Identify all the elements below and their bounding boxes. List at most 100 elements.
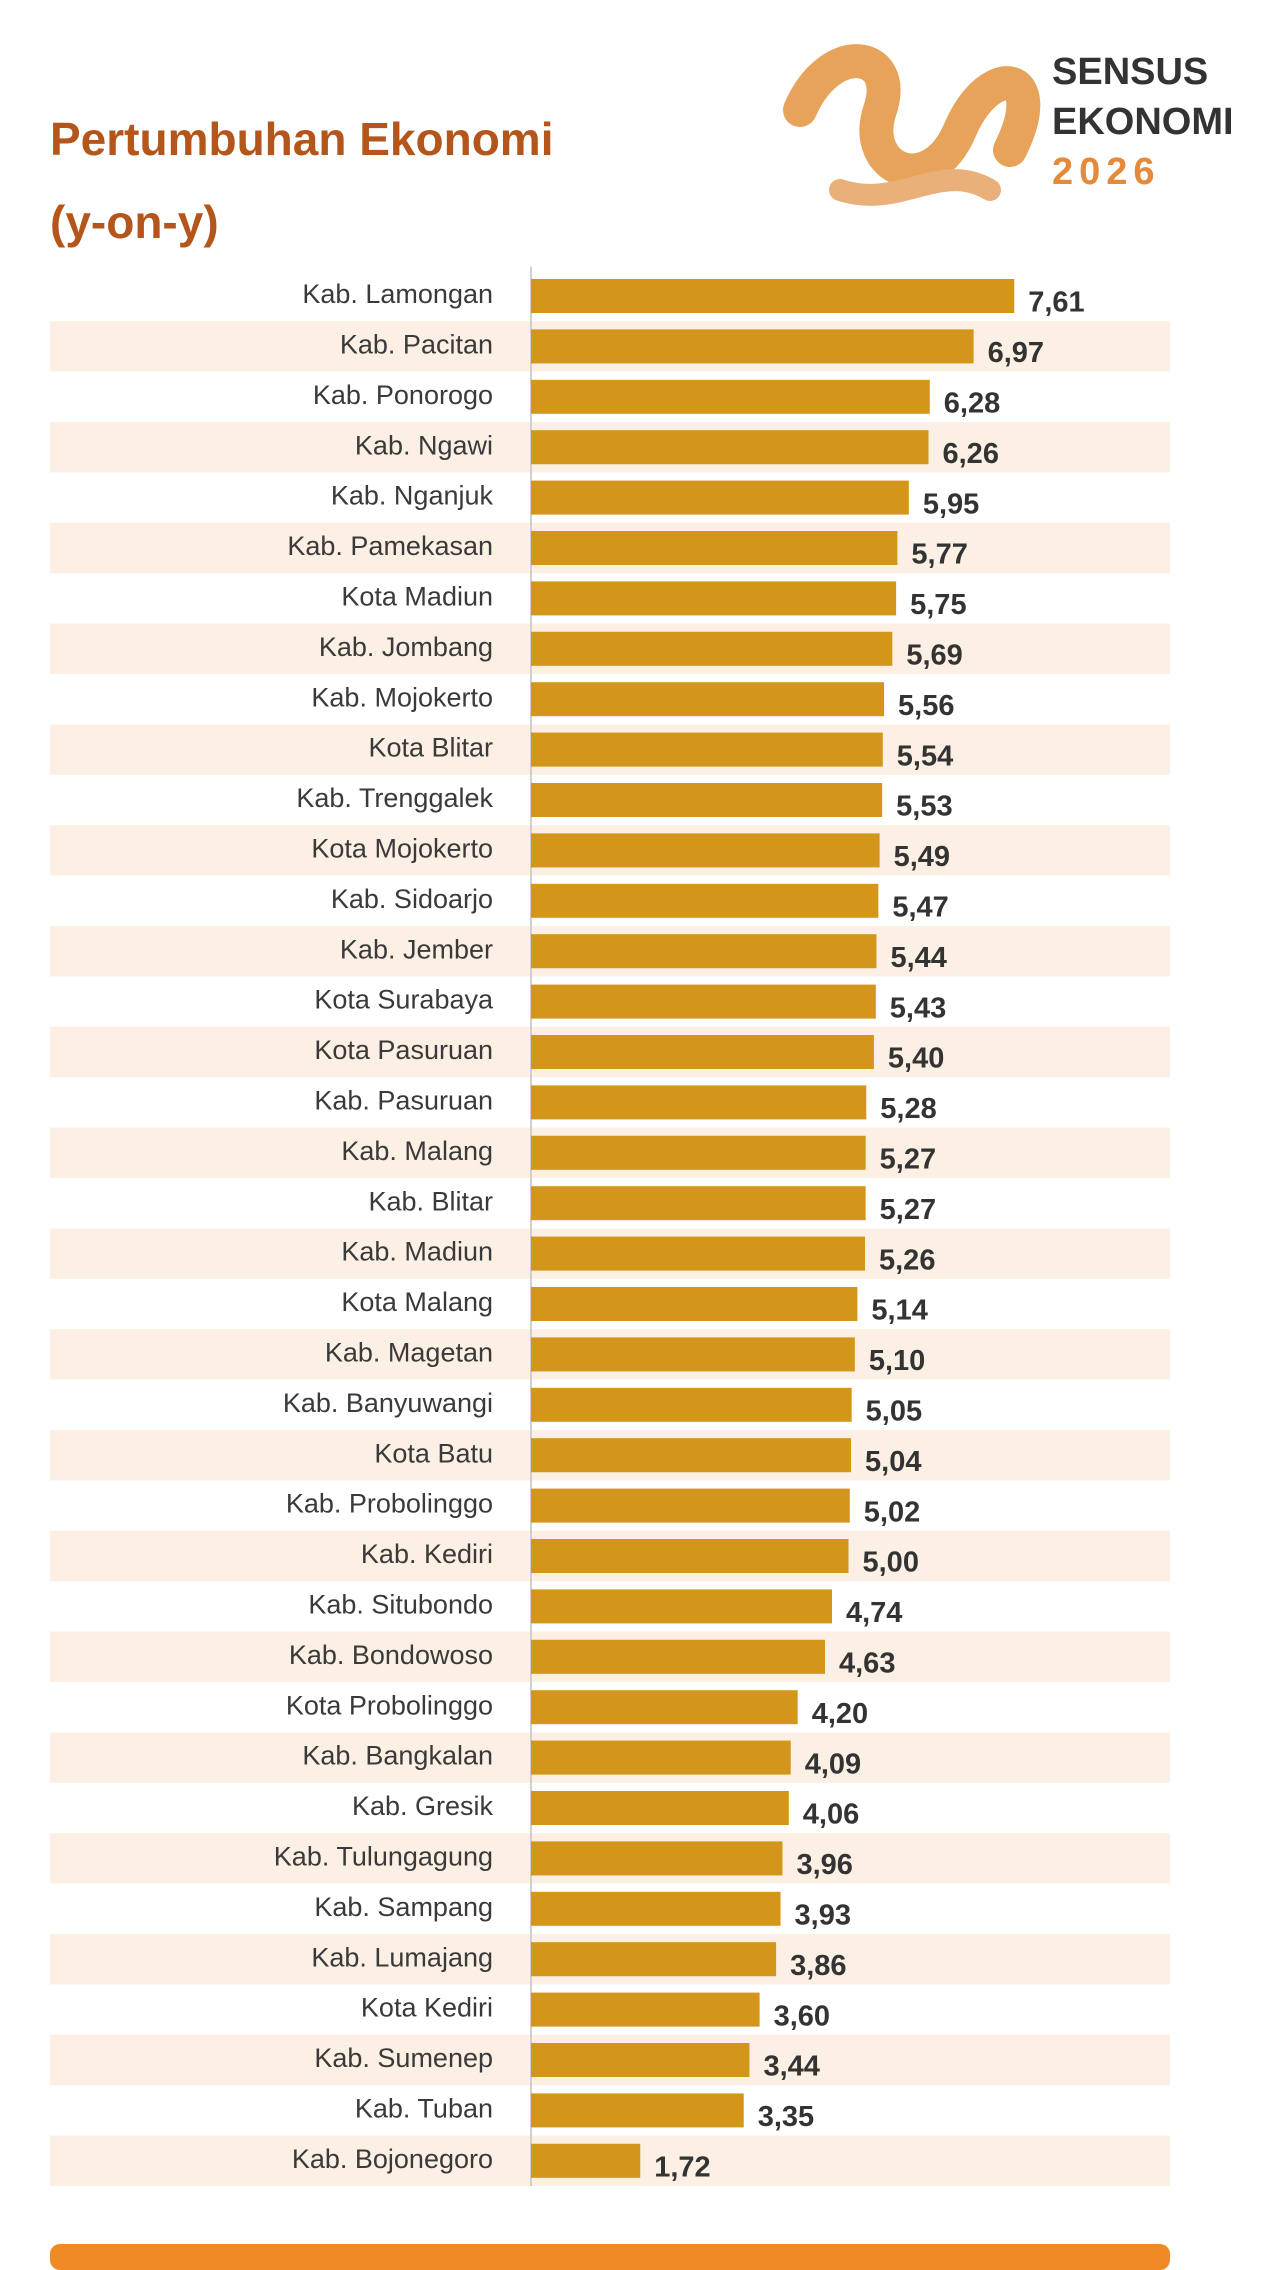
category-label: Kab. Tulungagung bbox=[274, 1842, 493, 1872]
category-label: Kota Surabaya bbox=[314, 985, 494, 1015]
category-label: Kab. Pasuruan bbox=[314, 1086, 493, 1116]
category-label: Kab. Banyuwangi bbox=[283, 1388, 493, 1418]
bar bbox=[531, 1387, 852, 1422]
category-label: Kab. Jember bbox=[340, 934, 493, 964]
value-label: 3,35 bbox=[758, 2101, 814, 2133]
value-label: 5,00 bbox=[863, 1547, 919, 1579]
category-label: Kab. Gresik bbox=[352, 1791, 494, 1821]
value-label: 3,44 bbox=[763, 2051, 819, 2083]
category-label: Kota Pasuruan bbox=[314, 1035, 493, 1065]
category-label: Kab. Jombang bbox=[319, 632, 493, 662]
category-label: Kab. Blitar bbox=[368, 1186, 493, 1216]
bar bbox=[531, 1135, 866, 1170]
bar bbox=[531, 1690, 798, 1725]
bar bbox=[531, 1791, 789, 1825]
bar bbox=[531, 2093, 744, 2128]
bar bbox=[531, 1236, 866, 1271]
value-label: 5,44 bbox=[890, 942, 946, 974]
footer-band bbox=[50, 2244, 1170, 2270]
value-label: 5,27 bbox=[880, 1143, 936, 1175]
category-label: Kab. Sidoarjo bbox=[331, 884, 493, 914]
logo-mark bbox=[783, 44, 1041, 188]
value-label: 7,61 bbox=[1028, 287, 1084, 319]
bar bbox=[531, 1035, 874, 1069]
value-label: 4,20 bbox=[812, 1698, 868, 1730]
bar bbox=[531, 1589, 832, 1624]
category-label: Kota Madiun bbox=[341, 582, 493, 612]
category-label: Kab. Pacitan bbox=[340, 330, 493, 360]
bar bbox=[531, 1740, 791, 1775]
category-label: Kab. Sampang bbox=[314, 1892, 493, 1922]
category-label: Kota Kediri bbox=[361, 1993, 493, 2023]
category-label: Kab. Bangkalan bbox=[302, 1741, 493, 1771]
bar bbox=[531, 1992, 760, 2027]
category-label: Kota Mojokerto bbox=[311, 834, 493, 864]
bar bbox=[531, 732, 883, 767]
value-label: 5,10 bbox=[869, 1345, 925, 1377]
value-label: 5,43 bbox=[890, 992, 946, 1024]
bar bbox=[531, 833, 880, 868]
value-label: 6,97 bbox=[988, 337, 1044, 369]
category-label: Kab. Situbondo bbox=[308, 1590, 493, 1620]
category-label: Kab. Madiun bbox=[341, 1237, 493, 1267]
logo-text: SENSUS bbox=[1052, 51, 1208, 93]
value-label: 5,56 bbox=[898, 690, 954, 722]
chart-title: Pertumbuhan Ekonomi bbox=[50, 113, 553, 165]
value-label: 3,93 bbox=[795, 1899, 851, 1931]
logo: SENSUS EKONOMI 2026 bbox=[783, 44, 1234, 206]
bar bbox=[531, 1841, 783, 1876]
category-label: Kab. Pamekasan bbox=[287, 531, 493, 561]
bar bbox=[531, 581, 897, 616]
value-label: 4,63 bbox=[839, 1647, 895, 1679]
logo-text: EKONOMI bbox=[1052, 101, 1234, 143]
value-label: 6,28 bbox=[944, 387, 1000, 419]
value-label: 3,60 bbox=[774, 2000, 830, 2032]
value-label: 5,77 bbox=[911, 539, 967, 571]
value-label: 5,75 bbox=[910, 589, 966, 621]
value-label: 5,47 bbox=[892, 891, 948, 923]
bar bbox=[531, 1942, 777, 1977]
value-label: 5,53 bbox=[896, 791, 952, 823]
category-label: Kab. Probolinggo bbox=[286, 1489, 493, 1519]
bar bbox=[531, 682, 885, 717]
value-label: 5,26 bbox=[879, 1244, 935, 1276]
category-label: Kota Probolinggo bbox=[286, 1690, 493, 1720]
category-label: Kab. Lamongan bbox=[302, 279, 493, 309]
logo-text: 2026 bbox=[1052, 151, 1161, 193]
bar bbox=[531, 1891, 781, 1926]
value-label: 5,27 bbox=[880, 1194, 936, 1226]
bar bbox=[531, 934, 877, 969]
bar bbox=[531, 1287, 858, 1321]
category-label: Kab. Malang bbox=[341, 1136, 493, 1166]
bar bbox=[531, 379, 930, 414]
category-label: Kab. Ponorogo bbox=[313, 380, 493, 410]
category-label: Kab. Bondowoso bbox=[289, 1640, 493, 1670]
bar bbox=[531, 1639, 826, 1674]
value-label: 5,28 bbox=[880, 1093, 936, 1125]
bar bbox=[531, 1085, 867, 1120]
value-label: 5,04 bbox=[865, 1446, 921, 1478]
category-label: Kota Malang bbox=[341, 1287, 493, 1317]
value-label: 3,86 bbox=[790, 1950, 846, 1982]
bar bbox=[531, 984, 876, 1019]
category-label: Kab. Ngawi bbox=[355, 430, 493, 460]
bar bbox=[531, 631, 893, 666]
category-label: Kab. Bojonegoro bbox=[292, 2144, 493, 2174]
category-label: Kab. Nganjuk bbox=[331, 481, 494, 511]
bar bbox=[531, 2043, 750, 2077]
bar bbox=[531, 1186, 866, 1221]
category-label: Kab. Magetan bbox=[325, 1338, 493, 1368]
value-label: 4,09 bbox=[805, 1748, 861, 1780]
value-label: 4,74 bbox=[846, 1597, 902, 1629]
bar bbox=[531, 883, 879, 918]
bar bbox=[531, 783, 883, 817]
chart-subtitle: (y-on-y) bbox=[50, 196, 219, 248]
category-label: Kab. Trenggalek bbox=[296, 783, 493, 813]
value-label: 5,69 bbox=[906, 639, 962, 671]
category-label: Kab. Sumenep bbox=[314, 2043, 493, 2073]
bar bbox=[531, 531, 898, 565]
bar bbox=[531, 279, 1015, 313]
value-label: 6,26 bbox=[943, 438, 999, 470]
